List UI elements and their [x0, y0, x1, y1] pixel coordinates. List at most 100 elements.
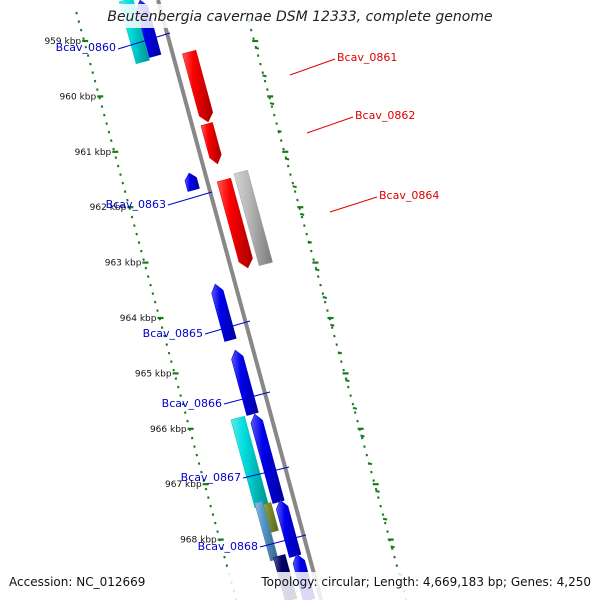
tick-label-1: 959 kbp: [44, 37, 81, 47]
gene-label-bcav-0861[interactable]: Bcav_0861: [337, 51, 397, 64]
ticks-rail-inner: [146, 275, 150, 278]
ticks-rail-inner: [82, 37, 85, 40]
ticks-rail-inner: [79, 28, 83, 32]
ticks-rail-inner: [96, 88, 99, 91]
ticks-rail-inner: [135, 232, 138, 236]
gene-label-leader: [289, 58, 336, 76]
tick-label-4: 962 kbp: [90, 203, 127, 213]
gene-label-bcav-0860[interactable]: Bcav_0860: [56, 41, 116, 54]
ticks-rail-inner: [190, 436, 194, 440]
minor-tick: [262, 74, 267, 78]
ticks-rail-outer: [379, 504, 382, 508]
ticks-rail-outer: [310, 249, 313, 253]
ticks-rail-inner: [211, 513, 215, 516]
ticks-rail-outer: [372, 479, 375, 482]
ticks-rail-inner: [167, 351, 171, 355]
minor-tick: [352, 406, 358, 410]
genome-backbone: [156, 0, 324, 600]
ticks-rail-inner: [105, 122, 108, 125]
ticks-rail-outer: [363, 445, 366, 448]
gene-feature-0865[interactable]: [211, 283, 237, 342]
ticks-rail-inner: [91, 71, 95, 74]
gene-label-bcav-0868[interactable]: Bcav_0868: [198, 540, 258, 553]
ticks-rail-inner: [207, 496, 210, 499]
ticks-rail-outer: [353, 411, 357, 414]
gene-feature-0864b[interactable]: [233, 169, 273, 267]
ticks-rail-outer: [312, 258, 315, 261]
ticks-rail-inner: [214, 521, 217, 525]
ticks-rail-outer: [370, 470, 373, 474]
tick-label-5: 963 kbp: [105, 259, 142, 269]
ticks-rail-inner: [220, 547, 224, 550]
gene-label-bcav-0867[interactable]: Bcav_0867: [181, 471, 241, 484]
ticks-rail-inner: [170, 360, 173, 363]
ticks-rail-inner: [216, 530, 219, 533]
minor-tick: [375, 489, 380, 493]
ticks-rail-outer: [351, 402, 355, 406]
gene-feature-0868c[interactable]: [276, 499, 302, 558]
minor-tick: [315, 268, 320, 272]
gene-feature-0861[interactable]: [182, 49, 214, 123]
gene-label-leader: [117, 32, 171, 50]
ticks-rail-outer: [249, 28, 253, 32]
ticks-rail-inner: [109, 139, 113, 142]
ticks-rail-inner: [137, 241, 141, 244]
minor-tick: [382, 517, 388, 521]
ticks-rail-outer: [303, 224, 306, 227]
ticks-rail-inner: [151, 292, 155, 295]
ticks-rail-outer: [340, 360, 343, 363]
ticks-rail-outer: [266, 88, 269, 91]
ticks-rail-inner: [197, 462, 201, 465]
gene-feature-0864a[interactable]: [216, 177, 253, 269]
ticks-rail-inner: [223, 555, 226, 559]
gene-feature-0866[interactable]: [231, 349, 259, 416]
tick-label-2: 960 kbp: [60, 92, 97, 102]
ticks-rail-outer: [296, 198, 299, 202]
gene-label-leader: [242, 466, 290, 479]
ticks-rail-outer: [300, 215, 304, 219]
ticks-rail-inner: [202, 479, 205, 482]
gene-feature-0863[interactable]: [184, 172, 200, 192]
ticks-rail-inner: [133, 224, 136, 227]
ticks-rail-inner: [156, 309, 159, 312]
ticks-rail-inner: [107, 130, 111, 134]
gene-label-bcav-0863[interactable]: Bcav_0863: [106, 198, 166, 211]
minor-tick: [322, 296, 328, 299]
gene-feature-0867b[interactable]: [250, 413, 285, 504]
ticks-rail-outer: [293, 190, 297, 193]
ticks-rail-inner: [149, 283, 152, 287]
ticks-rail-outer: [377, 496, 380, 499]
ticks-rail-outer: [273, 113, 276, 117]
ticks-rail-outer: [395, 564, 399, 567]
gene-label-leader: [259, 534, 307, 548]
minor-tick: [360, 434, 365, 438]
ticks-rail-outer: [289, 173, 292, 176]
gene-feature-0862[interactable]: [200, 122, 222, 165]
accession-text: Accession: NC_012669: [9, 575, 146, 589]
title-backdrop: [100, 4, 500, 28]
ticks-rail-outer: [342, 368, 345, 372]
minor-tick: [330, 323, 335, 327]
ticks-rail-inner: [75, 11, 78, 15]
ticks-rail-inner: [130, 215, 134, 219]
ticks-rail-inner: [144, 266, 148, 270]
gene-label-leader: [167, 191, 213, 206]
ticks-rail-outer: [356, 419, 359, 423]
minor-tick: [284, 157, 290, 161]
ticks-rail-inner: [123, 190, 127, 193]
ticks-rail-inner: [163, 334, 166, 338]
gene-label-leader: [306, 116, 354, 134]
ticks-rail-inner: [186, 419, 189, 423]
ticks-rail-inner: [114, 156, 118, 159]
gene-label-bcav-0865[interactable]: Bcav_0865: [143, 327, 203, 340]
ticks-rail-outer: [321, 292, 325, 295]
minor-tick: [345, 379, 350, 383]
ticks-rail-outer: [291, 181, 295, 185]
ticks-rail-inner: [181, 402, 185, 406]
gene-label-bcav-0862[interactable]: Bcav_0862: [355, 109, 415, 122]
gene-label-bcav-0866[interactable]: Bcav_0866: [162, 397, 222, 410]
gene-label-bcav-0864[interactable]: Bcav_0864: [379, 189, 439, 202]
minor-tick: [292, 185, 297, 189]
minor-tick: [337, 351, 343, 355]
